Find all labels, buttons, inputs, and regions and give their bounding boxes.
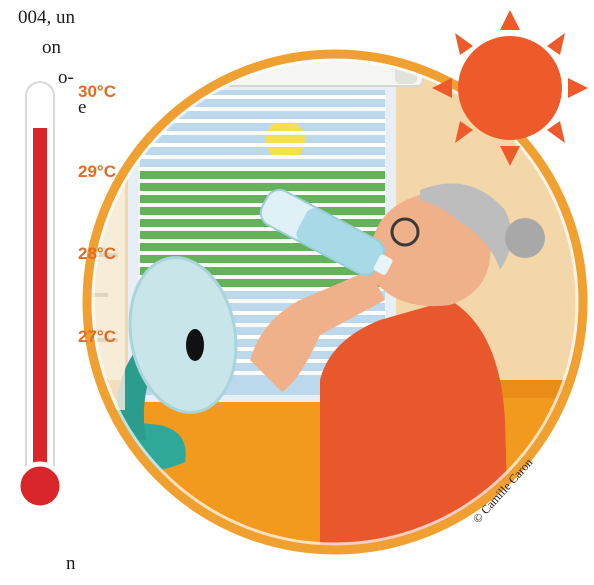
hair (420, 183, 512, 270)
blind-slats (138, 95, 386, 375)
water-bottle (259, 188, 393, 277)
temp-label-29: 29°C (78, 162, 116, 181)
circle-ring (82, 49, 588, 555)
thermometer-mercury (33, 128, 47, 488)
temp-label-28: 28°C (78, 244, 116, 263)
sun-icon (432, 10, 588, 166)
glasses (390, 217, 420, 247)
face (369, 194, 491, 307)
article-text-line-5: n (66, 553, 76, 574)
article-text-line-3: o- (58, 67, 74, 88)
fan-blade-guard (128, 256, 238, 414)
arm (250, 270, 385, 392)
fan-hub (186, 329, 204, 361)
article-text-line-4: e (78, 97, 87, 118)
article-text-line-1: 004, un (18, 7, 75, 28)
temp-label-30: 30°C (78, 82, 116, 101)
article-text-line-2: on (42, 37, 61, 58)
thermometer: 30°C 29°C 28°C 27°C (15, 81, 116, 511)
temp-label-27: 27°C (78, 327, 116, 346)
thermometer-bulb (15, 461, 65, 511)
window-sun-icon (265, 120, 305, 160)
hair-bun (505, 218, 545, 258)
circle-scene (87, 54, 583, 550)
